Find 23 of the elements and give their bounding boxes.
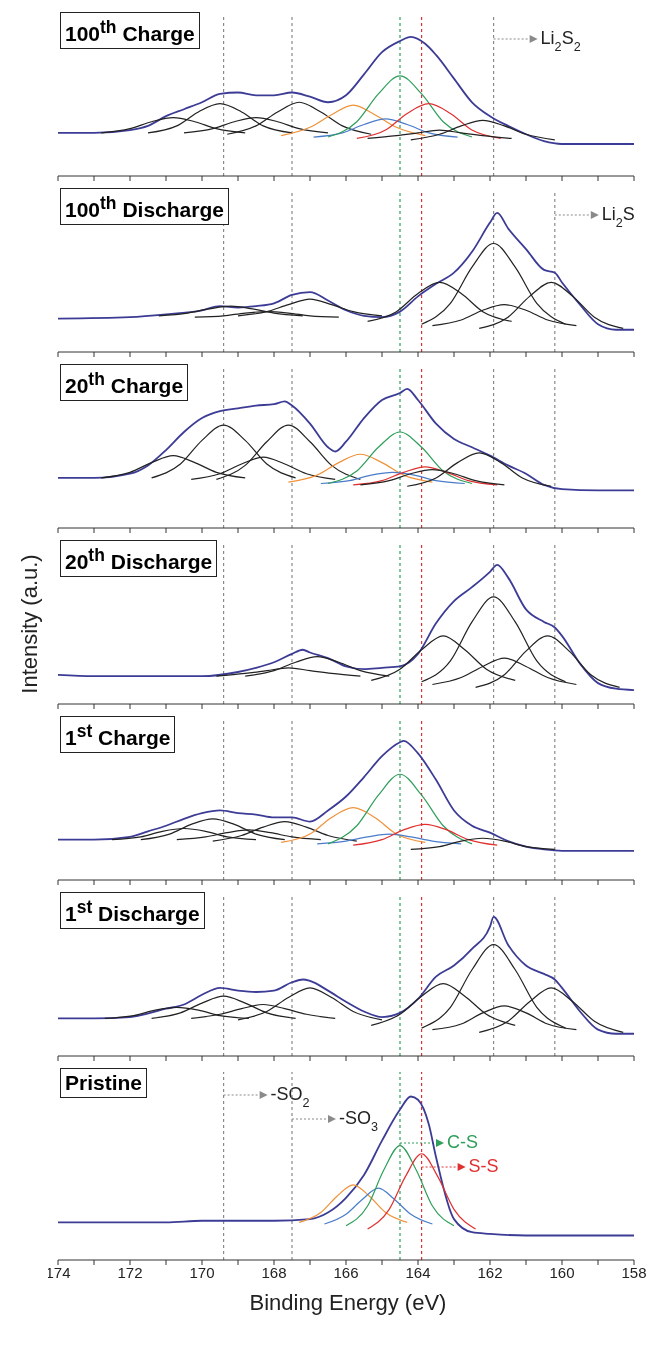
x-tick-label: 166 xyxy=(333,1263,359,1281)
ref-line-label: S-S xyxy=(468,1156,499,1176)
x-tick-label: 170 xyxy=(189,1263,215,1281)
chart-title: 1$^{st}$ Discharge xyxy=(60,892,205,929)
x-tick-label: 168 xyxy=(261,1263,287,1281)
chart-title: 100$^{th}$ Discharge xyxy=(60,188,229,225)
chart-title: 20$^{th}$ Discharge xyxy=(60,540,218,577)
chart-title: 20$^{th}$ Charge xyxy=(60,364,189,401)
x-tick-label: 158 xyxy=(621,1263,647,1281)
chart-title: 1$^{st}$ Charge xyxy=(60,716,176,753)
chart-title: 100$^{th}$ Charge xyxy=(60,12,200,49)
y-axis-title: Intensity (a.u.) xyxy=(17,554,43,694)
x-tick-label: 172 xyxy=(117,1263,143,1281)
ref-line-label: C-S xyxy=(447,1132,478,1152)
chart-title: Pristine xyxy=(60,1068,148,1098)
ref-line-label: -SO$_{3}$ xyxy=(339,1108,379,1134)
ref-line-label: Li$_{2}$S xyxy=(601,204,635,230)
x-tick-label: 164 xyxy=(405,1263,431,1281)
x-axis-title: Binding Energy (eV) xyxy=(248,1290,448,1316)
ref-line-label: Li$_{2}$S$_{2}$ xyxy=(540,28,581,54)
x-tick-label: 162 xyxy=(477,1263,503,1281)
x-tick-label: 160 xyxy=(549,1263,575,1281)
ref-line-label: -SO$_{2}$ xyxy=(270,1084,310,1110)
